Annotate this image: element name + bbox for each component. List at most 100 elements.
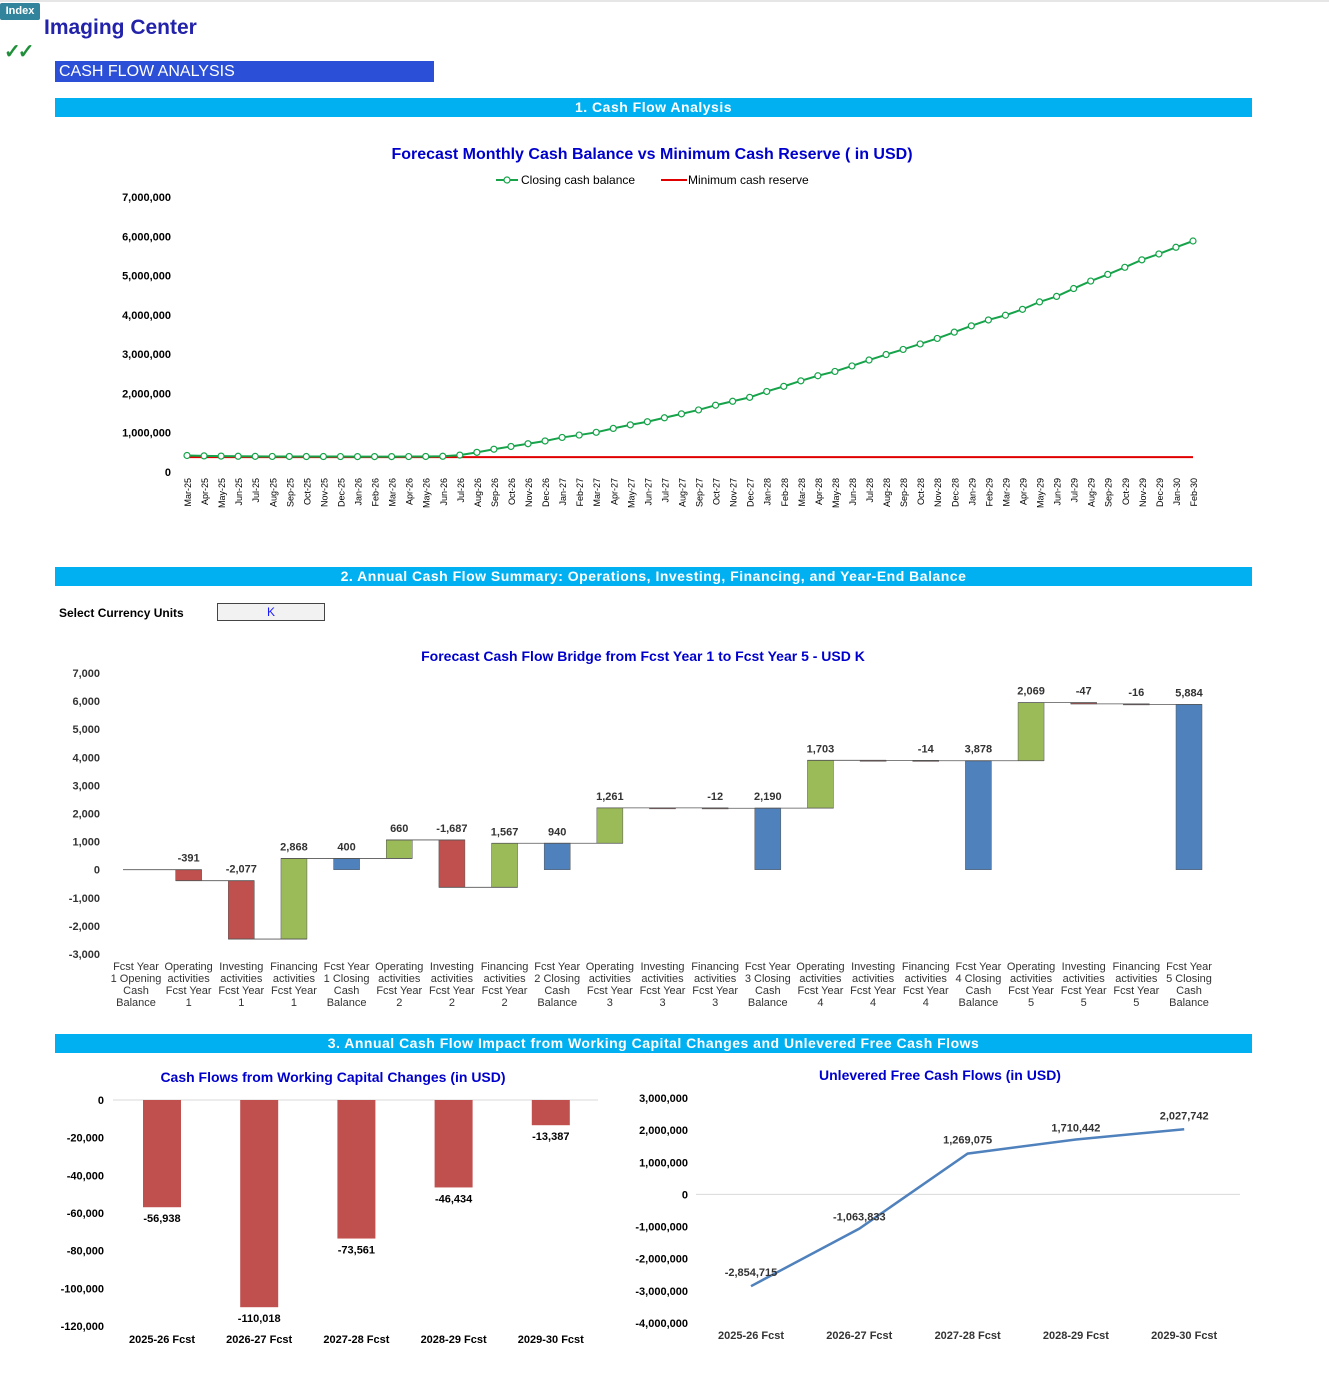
- data-label: 1,567: [491, 826, 519, 838]
- legend-closing-label: Closing cash balance: [521, 173, 635, 187]
- x-category-label: Fcst Year: [1061, 985, 1107, 997]
- closing-balance-point: [967, 322, 975, 330]
- x-tick-label: Jul-29: [1070, 478, 1080, 503]
- x-category-label: 1 Opening: [111, 973, 162, 985]
- index-tab-button[interactable]: Index: [0, 3, 40, 20]
- closing-balance-point: [234, 452, 242, 460]
- x-tick-label: Apr-25: [200, 478, 210, 505]
- closing-balance-point: [1121, 263, 1129, 271]
- chart-title: Unlevered Free Cash Flows (in USD): [819, 1067, 1061, 1083]
- data-label: 2,069: [1017, 686, 1045, 698]
- x-tick-label: Dec-27: [746, 478, 756, 507]
- x-category-label: 3 Closing: [745, 973, 791, 985]
- closing-balance-point: [729, 397, 737, 405]
- data-label: 1,261: [596, 791, 624, 803]
- x-category-label: Balance: [959, 997, 999, 1009]
- x-category-label: 2: [449, 997, 455, 1009]
- y-tick-label: 7,000,000: [122, 192, 171, 204]
- x-tick-label: Jan-27: [558, 478, 568, 506]
- x-category-label: Operating: [796, 961, 844, 973]
- y-tick-label: -40,000: [67, 1170, 104, 1182]
- x-category-label: Fcst Year: [166, 985, 212, 997]
- x-tick-label: Dec-25: [336, 478, 346, 507]
- x-category-label: Cash: [966, 985, 992, 997]
- currency-units-select[interactable]: K: [217, 603, 325, 621]
- y-tick-label: 4,000: [72, 752, 100, 764]
- x-category-label: Operating: [1007, 961, 1055, 973]
- data-label: 1,710,442: [1051, 1122, 1100, 1134]
- data-label: -391: [178, 853, 200, 865]
- x-category-label: activities: [1115, 973, 1158, 985]
- y-tick-label: 1,000,000: [639, 1157, 688, 1169]
- x-category-label: activities: [431, 973, 474, 985]
- x-category-label: Financing: [902, 961, 950, 973]
- data-label: 5,884: [1175, 687, 1203, 699]
- x-category-label: activities: [694, 973, 737, 985]
- x-category-label: 2 Closing: [534, 973, 580, 985]
- closing-balance-point: [643, 418, 651, 426]
- x-tick-label: Sep-29: [1104, 478, 1114, 507]
- waterfall-increase-bar: [596, 807, 624, 844]
- chart-title: Forecast Cash Flow Bridge from Fcst Year…: [421, 648, 865, 664]
- y-tick-label: -1,000: [69, 893, 100, 905]
- waterfall-increase-bar: [491, 843, 518, 888]
- x-category-label: activities: [273, 973, 316, 985]
- x-category-label: 2025-26 Fcst: [129, 1334, 195, 1346]
- x-category-label: Investing: [640, 961, 684, 973]
- x-category-label: Fcst Year: [376, 985, 422, 997]
- x-category-label: Cash: [1176, 985, 1202, 997]
- closing-balance-point: [1001, 311, 1010, 319]
- closing-balance-point: [456, 451, 464, 459]
- y-tick-label: 1,000: [72, 837, 100, 849]
- closing-balance-point: [984, 316, 992, 324]
- closing-balance-point: [1018, 305, 1027, 313]
- x-category-label: Fcst Year: [1008, 985, 1054, 997]
- closing-balance-point: [592, 428, 600, 436]
- legend-closing-marker: [503, 176, 511, 184]
- waterfall-total-bar: [965, 760, 992, 870]
- wc-bar: [434, 1100, 473, 1188]
- closing-balance-point: [626, 421, 634, 429]
- x-category-label: 4 Closing: [955, 973, 1001, 985]
- y-tick-label: -2,000: [69, 921, 100, 933]
- x-category-label: 5 Closing: [1166, 973, 1212, 985]
- closing-balance-point: [558, 433, 566, 442]
- x-category-label: Fcst Year: [640, 985, 686, 997]
- x-tick-label: Aug-29: [1087, 478, 1097, 507]
- x-tick-label: Nov-28: [933, 478, 943, 507]
- x-tick-label: Oct-27: [712, 478, 722, 505]
- closing-balance-point: [200, 452, 208, 460]
- data-label: -56,938: [143, 1213, 180, 1225]
- waterfall-increase-bar: [386, 839, 413, 859]
- data-label: 1,269,075: [943, 1135, 992, 1147]
- sheet-gridline: [0, 0, 1329, 2]
- x-tick-label: Mar-29: [1001, 478, 1011, 507]
- x-category-label: Balance: [116, 997, 156, 1009]
- x-category-label: 4: [870, 997, 876, 1009]
- closing-balance-point: [797, 377, 805, 385]
- x-tick-label: Feb-26: [371, 478, 381, 507]
- x-tick-label: Jun-26: [439, 478, 449, 506]
- x-tick-label: Mar-25: [183, 478, 193, 507]
- x-category-label: Operating: [164, 961, 212, 973]
- x-tick-label: Jan-30: [1172, 478, 1182, 506]
- x-category-label: Investing: [430, 961, 474, 973]
- data-label: -12: [707, 791, 723, 803]
- closing-balance-point: [763, 387, 771, 396]
- y-tick-label: 0: [94, 865, 100, 877]
- x-category-label: Cash: [334, 985, 360, 997]
- x-tick-label: Mar-27: [592, 478, 602, 507]
- closing-balance-point: [1087, 277, 1095, 285]
- y-tick-label: 0: [98, 1095, 104, 1107]
- waterfall-total-bar: [543, 843, 571, 870]
- closing-balance-point: [251, 452, 259, 460]
- x-category-label: Fcst Year: [1166, 961, 1212, 973]
- closing-balance-point: [388, 453, 396, 461]
- closing-balance-point: [865, 356, 873, 364]
- x-category-label: activities: [220, 973, 263, 985]
- x-tick-label: Oct-29: [1121, 478, 1131, 505]
- closing-balance-point: [1189, 237, 1197, 245]
- x-category-label: Fcst Year: [955, 961, 1001, 973]
- legend-reserve-label: Minimum cash reserve: [688, 173, 809, 187]
- x-category-label: Cash: [123, 985, 149, 997]
